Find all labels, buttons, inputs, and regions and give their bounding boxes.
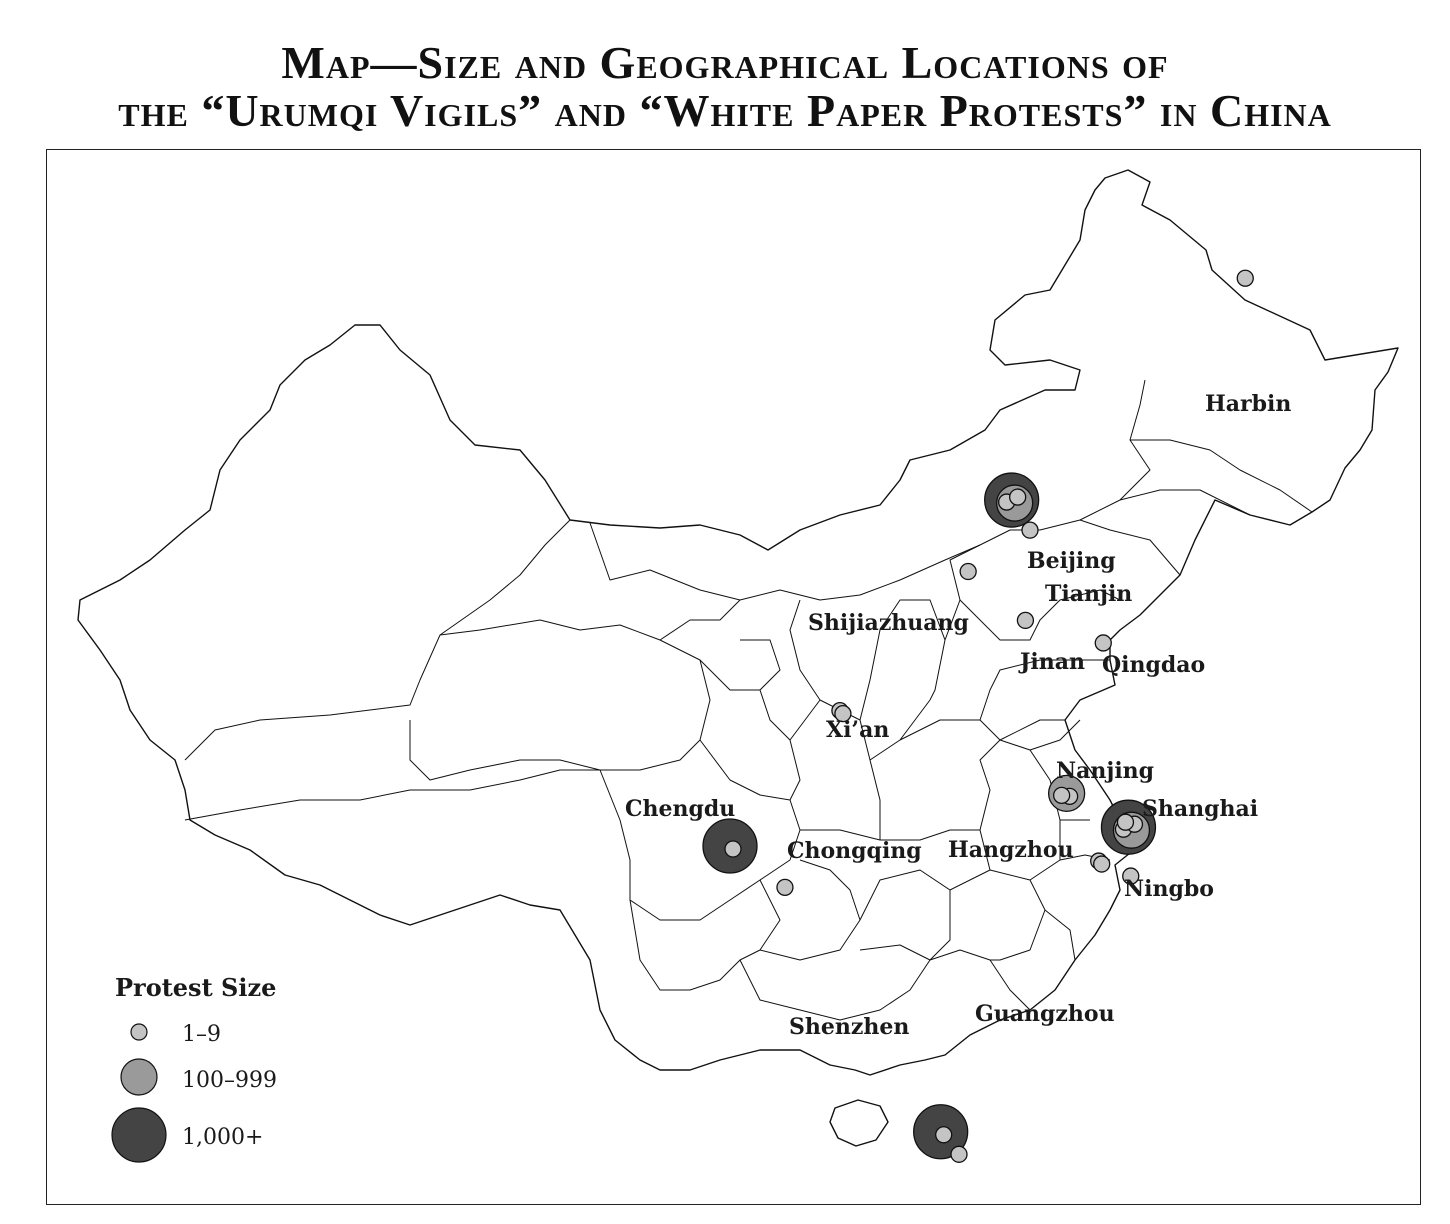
protest-marker-chongqing-small — [776, 878, 794, 897]
legend-title: Protest Size — [115, 973, 276, 1002]
map-title-line-2: the “Urumqi Vigils” and “White Paper Pro… — [118, 85, 1332, 136]
province-border-hebei — [944, 544, 1121, 641]
hainan-island — [829, 1099, 889, 1147]
protest-marker-shanghai-small — [1116, 813, 1135, 831]
province-border-xinjiang — [184, 519, 571, 761]
city-label-hangzhou: Hangzhou — [948, 837, 1074, 863]
city-label-tianjin: Tianjin — [1045, 581, 1132, 607]
province-border-qinghai — [409, 619, 711, 781]
china-outline — [77, 169, 1399, 1147]
province-border-fujian — [1044, 909, 1076, 961]
city-label-shijiazhuang: Shijiazhuang — [808, 610, 969, 636]
province-border-yunnan — [629, 879, 781, 991]
legend-swatch-small — [130, 1023, 148, 1041]
province-border-tibet — [184, 769, 600, 821]
city-label-chengdu: Chengdu — [625, 796, 735, 822]
province-border-jiangsu — [1029, 719, 1090, 821]
province-border-gansu — [659, 599, 801, 801]
protest-marker-jinan-small — [1016, 611, 1035, 630]
city-label-chongqing: Chongqing — [787, 838, 922, 864]
protest-marker-tianjin-small — [1021, 521, 1039, 539]
province-border-inner-mongolia — [589, 379, 1151, 601]
legend-swatch-medium — [120, 1058, 158, 1096]
city-label-ningbo: Ningbo — [1124, 876, 1214, 902]
province-border-liaoning — [1079, 519, 1181, 576]
province-border-hunan — [859, 869, 951, 961]
protest-marker-guangzhou-small — [935, 1126, 953, 1144]
protest-marker-shijiazhuang-small — [959, 562, 977, 581]
province-border-anhui — [979, 739, 1061, 860]
protest-marker-nanjing-small — [1052, 786, 1071, 805]
city-labels: Harbin Beijing Tianjin Shijiazhuang Jina… — [625, 391, 1291, 1040]
legend-label-large: 1,000+ — [182, 1125, 263, 1150]
protest-markers — [702, 269, 1254, 1163]
protest-marker-chengdu-small — [724, 840, 742, 858]
city-label-beijing: Beijing — [1027, 548, 1116, 574]
city-label-jinan: Jinan — [1018, 649, 1085, 675]
province-borders — [184, 379, 1313, 1021]
province-border-heilongjiang — [1130, 439, 1313, 513]
city-label-harbin: Harbin — [1205, 391, 1291, 417]
map-title-line-1: Map—Size and Geographical Locations of — [281, 37, 1169, 88]
protest-marker-qingdao-small — [1094, 634, 1112, 652]
city-label-shenzhen: Shenzhen — [789, 1014, 909, 1040]
china-border — [77, 169, 1399, 1076]
city-label-shanghai: Shanghai — [1142, 796, 1258, 822]
legend-swatch-large — [111, 1107, 167, 1163]
province-border-shandong — [979, 659, 1110, 741]
province-border-ningxia — [740, 639, 781, 691]
protest-marker-harbin-small — [1236, 269, 1254, 287]
protest-marker-beijing-small — [1009, 488, 1027, 506]
province-border-sichuan — [599, 769, 801, 921]
province-border-jilin — [1119, 489, 1251, 516]
protest-marker-xian-small — [834, 704, 852, 723]
protest-marker-ningbo-small — [1122, 867, 1140, 885]
legend: Protest Size 1–9 100–999 1,000+ — [111, 973, 277, 1163]
legend-label-medium: 100–999 — [182, 1068, 277, 1093]
city-label-guangzhou: Guangzhou — [975, 1001, 1115, 1027]
city-label-qingdao: Qingdao — [1102, 652, 1205, 678]
protest-marker-shenzhen-small — [950, 1145, 968, 1163]
city-label-nanjing: Nanjing — [1056, 758, 1154, 784]
map-frame — [46, 149, 1421, 1205]
protest-marker-hangzhou-small — [1093, 855, 1111, 873]
city-label-xian: Xi’an — [826, 717, 889, 743]
province-border-guangxi — [739, 944, 931, 1021]
province-border-shanxi — [859, 599, 946, 721]
legend-label-small: 1–9 — [182, 1022, 221, 1047]
